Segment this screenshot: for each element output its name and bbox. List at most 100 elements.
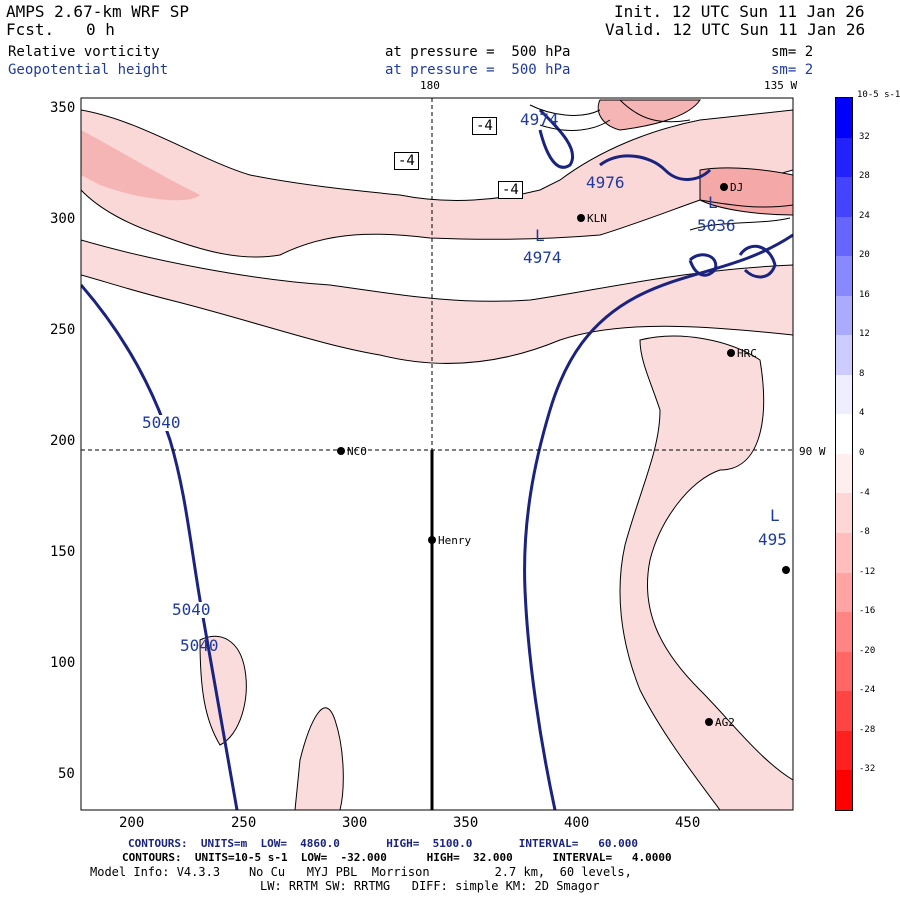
colorbar-segment bbox=[836, 295, 852, 336]
vorticity-band-upper-core bbox=[81, 130, 200, 201]
colorbar-label: -20 bbox=[859, 645, 876, 656]
colorbar-segment bbox=[836, 414, 852, 454]
forecast-hour: 0 h bbox=[86, 20, 115, 39]
vorticity-band-middle bbox=[81, 239, 793, 364]
colorbar-segment bbox=[836, 572, 852, 613]
y-tick-250: 250 bbox=[50, 322, 76, 338]
forecast-label: Fcst. bbox=[6, 20, 55, 39]
vorticity-label-2: -4 bbox=[394, 152, 419, 170]
colorbar-segment bbox=[836, 691, 852, 731]
colorbar-label: 16 bbox=[859, 289, 870, 300]
vorticity-patch-south2 bbox=[294, 707, 344, 810]
colorbar-segment bbox=[836, 256, 852, 296]
colorbar-label: -16 bbox=[859, 606, 876, 617]
height-label-5040-a: 5040 bbox=[142, 413, 181, 432]
colorbar-segment bbox=[836, 98, 852, 138]
meridian-135w-label: 135 W bbox=[764, 79, 798, 92]
x-tick-450: 450 bbox=[675, 815, 701, 831]
x-tick-350: 350 bbox=[453, 815, 479, 831]
colorbar-segment bbox=[836, 374, 852, 415]
valid-time: Valid. 12 UTC Sun 11 Jan 26 bbox=[605, 20, 866, 39]
model-info: Model Info: V4.3.3 No Cu MYJ PBL Morriso… bbox=[90, 865, 632, 879]
colorbar-label: -12 bbox=[859, 566, 876, 577]
low-marker-center: L bbox=[535, 226, 545, 245]
height-contour-ne-eddies bbox=[538, 108, 777, 279]
colorbar-segment bbox=[836, 216, 852, 257]
colorbar-label: -32 bbox=[859, 764, 876, 775]
colorbar-label: 8 bbox=[859, 368, 865, 379]
colorbar-label: 12 bbox=[859, 329, 870, 340]
height-label-4974: 4974 bbox=[523, 248, 562, 267]
vorticity-label-1: -4 bbox=[472, 117, 497, 135]
y-tick-50: 50 bbox=[58, 766, 75, 782]
station-kln-label: KLN bbox=[587, 212, 607, 225]
height-label-4976: 4976 bbox=[586, 173, 625, 192]
colorbar-label: 20 bbox=[859, 250, 870, 261]
colorbar-segment bbox=[836, 770, 852, 810]
height-label-4974-b: 4974 bbox=[520, 110, 559, 129]
station-hrc-label: HRC bbox=[737, 347, 757, 360]
field2-name: Geopotential height bbox=[8, 62, 169, 78]
colorbar-segment bbox=[836, 730, 852, 771]
colorbar bbox=[835, 97, 853, 811]
colorbar-label: 24 bbox=[859, 210, 870, 221]
colorbar-label: 4 bbox=[859, 408, 865, 419]
station-nco-marker bbox=[337, 447, 345, 455]
colorbar-segment bbox=[836, 177, 852, 217]
station-henry-marker bbox=[428, 536, 436, 544]
x-tick-200: 200 bbox=[119, 815, 145, 831]
station-ag2-marker bbox=[705, 718, 713, 726]
colorbar-label: -8 bbox=[859, 527, 870, 538]
y-tick-350: 350 bbox=[50, 100, 76, 116]
model-title: AMPS 2.67-km WRF SP bbox=[6, 2, 190, 21]
colorbar-segment bbox=[836, 533, 852, 573]
vorticity-strong-nw bbox=[597, 99, 701, 131]
colorbar-label: 32 bbox=[859, 131, 870, 142]
height-label-5040-c: 5040 bbox=[180, 636, 219, 655]
colorbar-unit: 10-5 s-1 bbox=[857, 90, 900, 100]
contours-vorticity-info: CONTOURS: UNITS=10-5 s-1 LOW= -32.000 HI… bbox=[122, 851, 672, 864]
low-marker-ne: L bbox=[708, 193, 718, 212]
colorbar-segment bbox=[836, 335, 852, 375]
field2-smoothing: sm= 2 bbox=[771, 62, 814, 78]
height-label-495: 495 bbox=[758, 530, 787, 549]
station-kln-marker bbox=[577, 214, 585, 222]
meridian-90w-label: 90 W bbox=[799, 445, 826, 458]
colorbar-segment bbox=[836, 137, 852, 178]
y-tick-300: 300 bbox=[50, 211, 76, 227]
colorbar-segment bbox=[836, 453, 852, 494]
colorbar-label: 0 bbox=[859, 448, 865, 458]
y-tick-100: 100 bbox=[50, 655, 76, 671]
colorbar-segment bbox=[836, 493, 852, 534]
colorbar-label: -4 bbox=[859, 487, 870, 498]
y-tick-200: 200 bbox=[50, 433, 76, 449]
colorbar-label: -24 bbox=[859, 685, 876, 696]
vorticity-dense-contours bbox=[529, 99, 793, 231]
x-tick-400: 400 bbox=[564, 815, 590, 831]
field1-name: Relative vorticity bbox=[8, 44, 160, 60]
y-tick-150: 150 bbox=[50, 544, 76, 560]
x-tick-300: 300 bbox=[342, 815, 368, 831]
station-hrc-marker bbox=[727, 349, 735, 357]
station-dj-label: DJ bbox=[730, 181, 744, 194]
map-frame bbox=[80, 97, 794, 811]
station-east-marker bbox=[782, 566, 790, 574]
init-time: Init. 12 UTC Sun 11 Jan 26 bbox=[614, 2, 865, 21]
field1-smoothing: sm= 2 bbox=[771, 44, 814, 60]
colorbar-segment bbox=[836, 651, 852, 692]
vorticity-label-3: -4 bbox=[498, 181, 523, 199]
station-nco-label: NCO bbox=[347, 445, 367, 458]
x-tick-250: 250 bbox=[231, 815, 257, 831]
contours-height-info: CONTOURS: UNITS=m LOW= 4860.0 HIGH= 5100… bbox=[128, 837, 638, 850]
height-label-5040-b: 5040 bbox=[172, 600, 211, 619]
height-contour-west bbox=[81, 284, 239, 810]
height-label-5036: 5036 bbox=[697, 216, 736, 235]
field1-level: at pressure = 500 hPa bbox=[385, 44, 571, 60]
model-physics: LW: RRTM SW: RRTMG DIFF: simple KM: 2D S… bbox=[260, 879, 600, 893]
station-dj-marker bbox=[720, 183, 728, 191]
colorbar-label: 28 bbox=[859, 171, 870, 182]
height-contour-center bbox=[523, 233, 793, 810]
low-marker-east: L bbox=[770, 506, 780, 525]
meridian-180-label: 180 bbox=[420, 79, 440, 92]
